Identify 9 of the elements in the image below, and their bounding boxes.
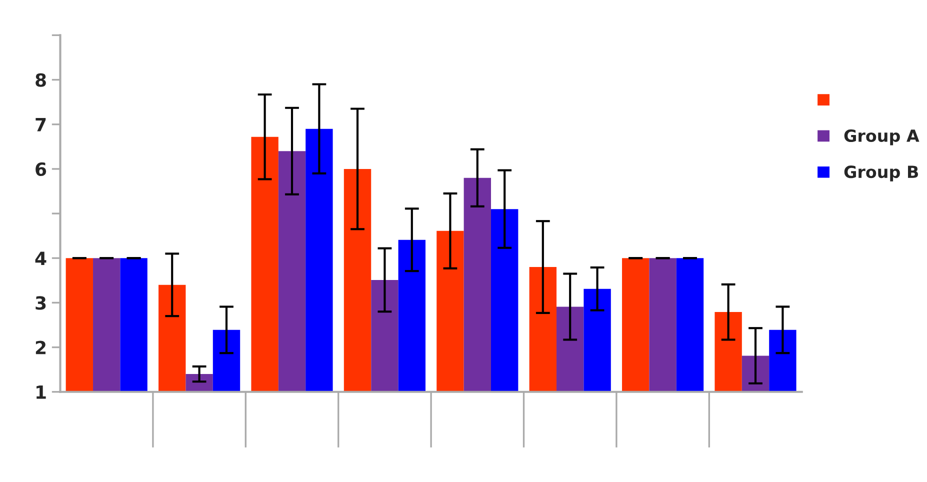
y-tick-label: 3 bbox=[36, 296, 46, 310]
legend-label: Group A bbox=[844, 129, 920, 146]
y-tick-label: 6 bbox=[36, 162, 46, 176]
y-tick-label: 1 bbox=[36, 386, 46, 399]
y-tick-label: 4 bbox=[35, 252, 46, 265]
legend-label: Group B bbox=[844, 166, 918, 182]
y-tick-label: 8 bbox=[36, 73, 46, 87]
y-tick-label: 7 bbox=[36, 118, 46, 132]
y-tick-label: 2 bbox=[36, 340, 46, 354]
